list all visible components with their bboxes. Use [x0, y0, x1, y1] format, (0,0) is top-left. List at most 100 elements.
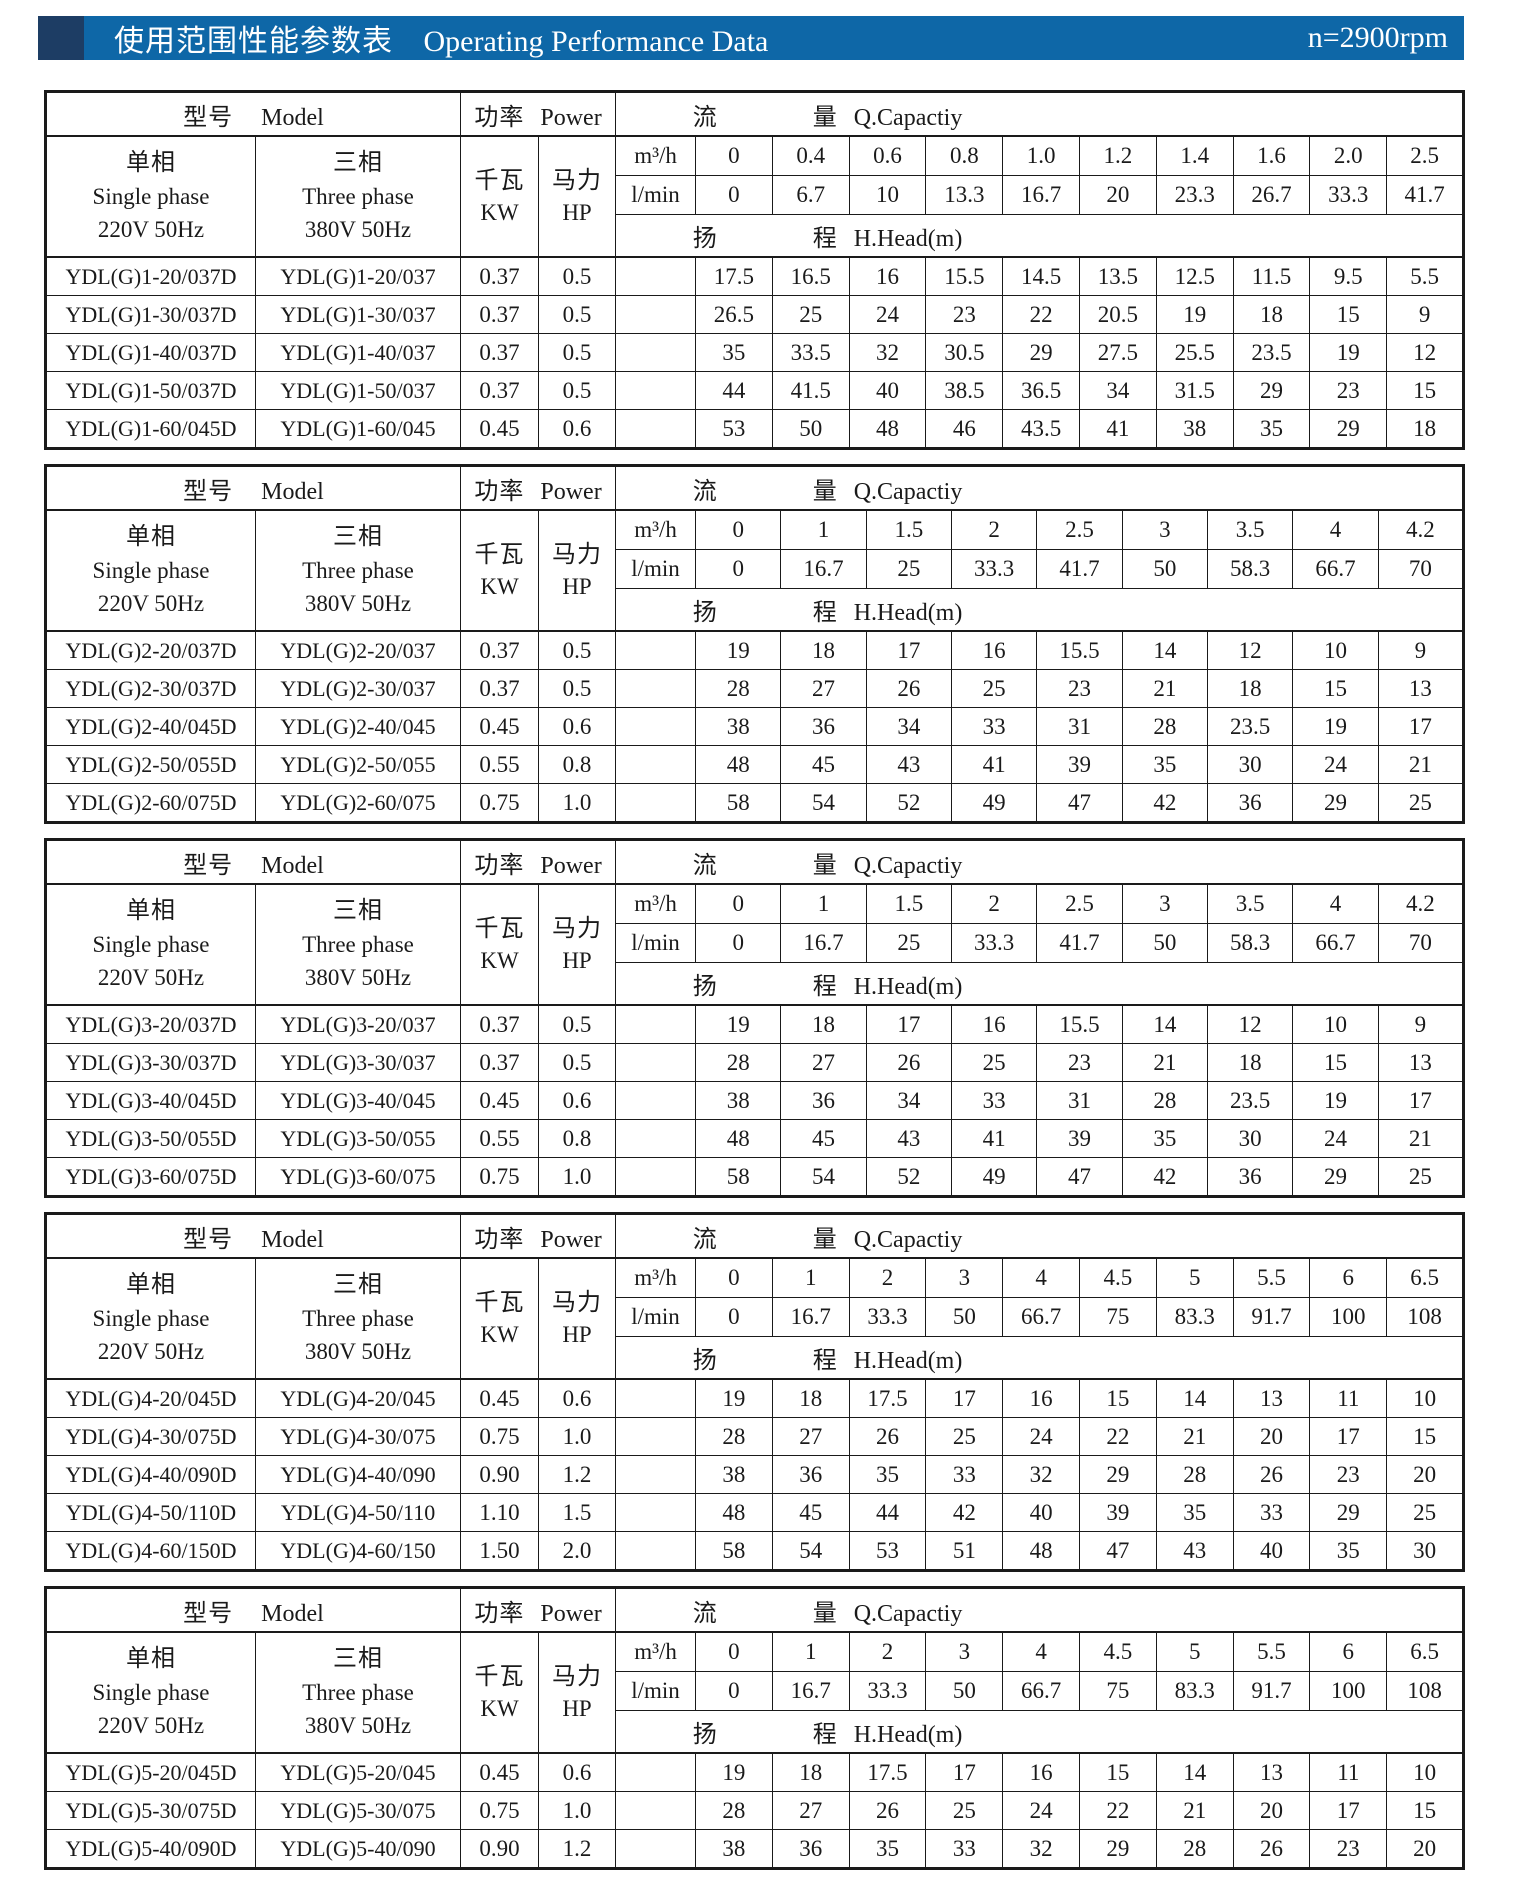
flow-m3h-value: 5.5: [1232, 1631, 1311, 1672]
model-single-phase: YDL(G)1-60/045D: [45, 409, 256, 449]
head-value: 28: [1155, 1455, 1234, 1494]
head-header-en: H.Head(m): [853, 1348, 963, 1374]
head-value: 45: [771, 1493, 850, 1532]
power-header-en: Power: [540, 852, 602, 879]
flow-lmin-value: 70: [1377, 549, 1465, 589]
power-header-zh: 功率: [474, 478, 525, 505]
table-row: YDL(G)4-50/110D YDL(G)4-50/110 1.10 1.5 48 45…: [45, 1493, 1465, 1532]
table-row: YDL(G)2-20/037D YDL(G)2-20/037 0.37 0.5 19 18…: [45, 630, 1465, 670]
flow-lmin-value: 108: [1386, 1297, 1465, 1337]
head-value: 19: [1292, 1081, 1379, 1120]
flow-m3h-value: 1.6: [1232, 135, 1311, 176]
flow-m3h-value: 0.8: [925, 135, 1004, 176]
flow-m3h-value: 1.5: [865, 883, 953, 924]
single-phase-en: Single phase: [92, 184, 210, 209]
table-row: YDL(G)1-60/045D YDL(G)1-60/045 0.45 0.6 53 50…: [45, 409, 1465, 449]
single-phase-en: Single phase: [92, 558, 210, 583]
kw-value: 0.37: [460, 333, 540, 372]
model-single-phase: YDL(G)4-40/090D: [45, 1455, 256, 1494]
head-header-en: H.Head(m): [853, 974, 963, 1000]
model-single-phase: YDL(G)1-50/037D: [45, 371, 256, 410]
head-blank-cell: [615, 1119, 697, 1158]
head-blank-cell: [615, 783, 697, 823]
flow-lmin-value: 100: [1309, 1297, 1388, 1337]
head-blank-cell: [615, 669, 697, 708]
head-value: 29: [1292, 1157, 1379, 1197]
header-row-top: 型号 Model 功率 Power 流 量 Q.Capactiy: [44, 1587, 1465, 1633]
table-row: YDL(G)2-40/045D YDL(G)2-40/045 0.45 0.6 38 36…: [45, 707, 1465, 746]
head-value: 17.5: [695, 256, 773, 296]
flow-lmin-value: 50: [925, 1297, 1004, 1337]
model-header: 型号 Model: [44, 1587, 462, 1633]
head-blank-cell: [615, 1791, 697, 1830]
three-phase-zh: 三相: [333, 898, 383, 924]
head-value: 23: [1309, 371, 1388, 410]
model-single-phase: YDL(G)4-60/150D: [45, 1531, 256, 1571]
three-phase-voltage: 380V 50Hz: [304, 591, 412, 616]
head-value: 25: [1386, 1493, 1465, 1532]
head-value: 42: [1121, 783, 1209, 823]
head-value: 27: [780, 669, 867, 708]
power-header-zh: 功率: [474, 1600, 525, 1627]
model-three-phase: YDL(G)4-20/045: [254, 1378, 462, 1418]
three-phase-header: 三相 Three phase 380V 50Hz: [254, 135, 462, 258]
hp-value: 0.5: [538, 669, 617, 708]
head-header: 扬 程 H.Head(m): [615, 588, 1465, 632]
capacity-header-en: Q.Capactiy: [853, 852, 963, 879]
head-value: 23.5: [1206, 1081, 1294, 1120]
flow-lmin-value: 33.3: [951, 549, 1038, 589]
head-value: 13: [1377, 669, 1465, 708]
capacity-header: 流 量 Q.Capactiy: [615, 1213, 1465, 1259]
model-header-zh: 型号: [183, 1600, 234, 1627]
head-value: 28: [1121, 707, 1209, 746]
table-row: YDL(G)3-40/045D YDL(G)3-40/045 0.45 0.6 38 36…: [45, 1081, 1465, 1120]
head-value: 18: [1206, 669, 1294, 708]
three-phase-header: 三相 Three phase 380V 50Hz: [254, 883, 462, 1006]
head-value: 42: [1121, 1157, 1209, 1197]
model-three-phase: YDL(G)1-30/037: [254, 295, 462, 334]
head-value: 34: [1079, 371, 1157, 410]
head-value: 47: [1036, 1157, 1123, 1197]
flow-m3h-value: 2.5: [1036, 509, 1123, 550]
kw-value: 0.37: [460, 1004, 540, 1044]
model-single-phase: YDL(G)4-50/110D: [45, 1493, 256, 1532]
flow-m3h-value: 1.5: [865, 509, 953, 550]
head-value: 21: [1121, 669, 1209, 708]
flow-m3h-value: 6: [1309, 1257, 1388, 1298]
head-value: 22: [1079, 1417, 1157, 1456]
head-header-zh2: 程: [812, 974, 838, 1000]
head-value: 18: [1386, 409, 1465, 449]
model-header-zh: 型号: [183, 1226, 234, 1253]
flow-lmin-value: 91.7: [1232, 1297, 1311, 1337]
head-blank-cell: [615, 1081, 697, 1120]
head-value: 36: [771, 1455, 850, 1494]
head-value: 38: [1155, 409, 1234, 449]
hp-value: 1.0: [538, 1791, 617, 1830]
head-value: 17: [1377, 707, 1465, 746]
flow-lmin-value: 58.3: [1206, 923, 1294, 963]
table-row: YDL(G)5-30/075D YDL(G)5-30/075 0.75 1.0 28 27…: [45, 1791, 1465, 1830]
head-value: 36.5: [1002, 371, 1081, 410]
hp-header-en: HP: [562, 573, 592, 599]
head-value: 35: [695, 333, 773, 372]
model-single-phase: YDL(G)1-40/037D: [45, 333, 256, 372]
head-blank-cell: [615, 371, 697, 410]
single-phase-en: Single phase: [92, 932, 210, 957]
head-value: 16: [1002, 1378, 1081, 1418]
flow-m3h-value: 5: [1155, 1631, 1234, 1672]
single-phase-en: Single phase: [92, 1680, 210, 1705]
head-value: 30: [1206, 1119, 1294, 1158]
head-value: 48: [695, 1119, 782, 1158]
hp-value: 0.6: [538, 1378, 617, 1418]
hp-value: 0.5: [538, 371, 617, 410]
performance-table-2: 型号 Model 功率 Power 流 量 Q.Capactiy 单相 Single phase…: [44, 464, 1466, 824]
flow-m3h-value: 0: [695, 509, 782, 550]
kw-header: 千瓦 KW: [460, 135, 540, 258]
flow-m3h-value: 6: [1309, 1631, 1388, 1672]
hp-value: 1.2: [538, 1455, 617, 1494]
model-single-phase: YDL(G)1-30/037D: [45, 295, 256, 334]
flow-lmin-value: 16.7: [771, 1671, 850, 1711]
head-value: 45: [780, 1119, 867, 1158]
kw-header: 千瓦 KW: [460, 1257, 540, 1380]
kw-value: 0.90: [460, 1455, 540, 1494]
